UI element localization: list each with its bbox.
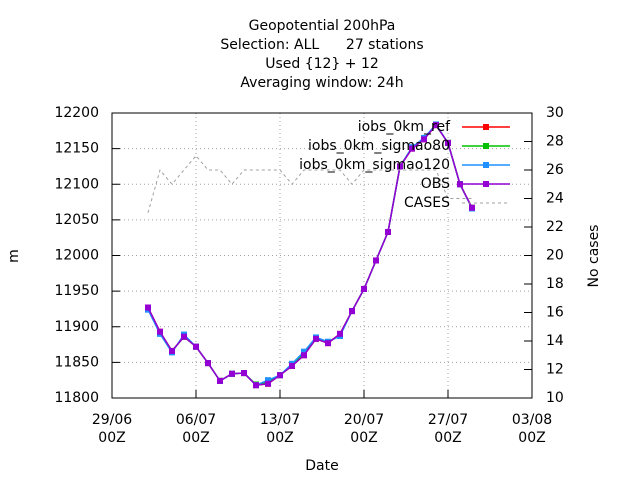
y2-tick-label: 20 [546,248,564,264]
chart-title: Used {12} + 12 [265,56,379,72]
y2-tick-label: 18 [546,276,564,292]
data-point [433,122,439,129]
x-tick-label: 27/07 00Z [428,412,468,446]
y-tick-label: 11900 [54,319,99,335]
legend-label: OBS [421,176,450,192]
y2-tick-label: 16 [546,305,564,321]
y2-tick-label: 12 [546,362,564,378]
data-point [349,308,355,315]
y2-tick-label: 26 [546,162,564,178]
y2-tick-label: 14 [546,333,564,349]
data-point [421,136,427,143]
data-point [409,145,415,152]
data-point [301,348,307,355]
y-tick-label: 12150 [54,141,99,157]
x-tick-label: 29/06 00Z [92,412,132,446]
data-point [361,285,367,292]
legend-marker [483,162,489,168]
legend-marker [483,124,489,130]
data-point [445,139,451,146]
data-point [385,228,391,235]
plot-frame [111,112,533,399]
y2-tick-label: 30 [546,105,564,121]
data-point [145,304,151,311]
x-tick-label: 03/08 00Z [512,412,552,446]
data-point [373,257,379,264]
data-point [265,380,271,387]
data-point [301,352,307,359]
y-tick-label: 11850 [54,354,99,370]
data-point [181,333,187,340]
data-point [313,335,319,342]
data-point [157,328,163,335]
data-point [217,377,223,384]
y-tick-label: 12050 [54,212,99,228]
data-point [469,204,475,211]
data-point [205,360,211,367]
legend-label: iobs_0km_sigmao120 [299,157,450,173]
x-tick-label: 20/07 00Z [344,412,384,446]
chart-title: Averaging window: 24h [240,75,403,91]
data-point [337,330,343,337]
data-point [193,343,199,350]
y2-tick-label: 10 [546,390,564,406]
series-line [147,154,472,213]
y2-tick-label: 22 [546,219,564,235]
legend-label: iobs_0km_ref [358,119,451,135]
y-tick-label: 12200 [54,105,99,121]
data-point [325,340,331,347]
data-point [397,163,403,170]
x-axis-label: Date [305,458,338,474]
chart-title: Geopotential 200hPa [249,18,396,34]
legend-marker [483,143,489,149]
data-point [229,370,235,377]
y-tick-label: 12100 [54,176,99,192]
y2-axis-label: No cases [586,225,602,288]
y-tick-label: 11800 [54,390,99,406]
legend-marker [483,181,489,187]
x-tick-label: 13/07 00Z [260,412,300,446]
data-point [253,382,259,389]
data-point [169,347,175,354]
series-line [147,123,473,386]
y-tick-label: 12000 [54,248,99,264]
y2-tick-label: 24 [546,191,564,207]
data-point [241,370,247,377]
data-point [265,377,271,384]
data-point [277,372,283,379]
data-point [289,362,295,369]
chart-title: Selection: ALL 27 stations [220,37,423,53]
x-tick-label: 06/07 00Z [176,412,216,446]
data-point [457,181,463,188]
legend-label: iobs_0km_sigmao80 [308,138,450,154]
y2-tick-label: 28 [546,134,564,150]
y-axis-label: m [6,249,22,263]
legend-label: CASES [404,195,450,211]
y-tick-label: 11950 [54,283,99,299]
